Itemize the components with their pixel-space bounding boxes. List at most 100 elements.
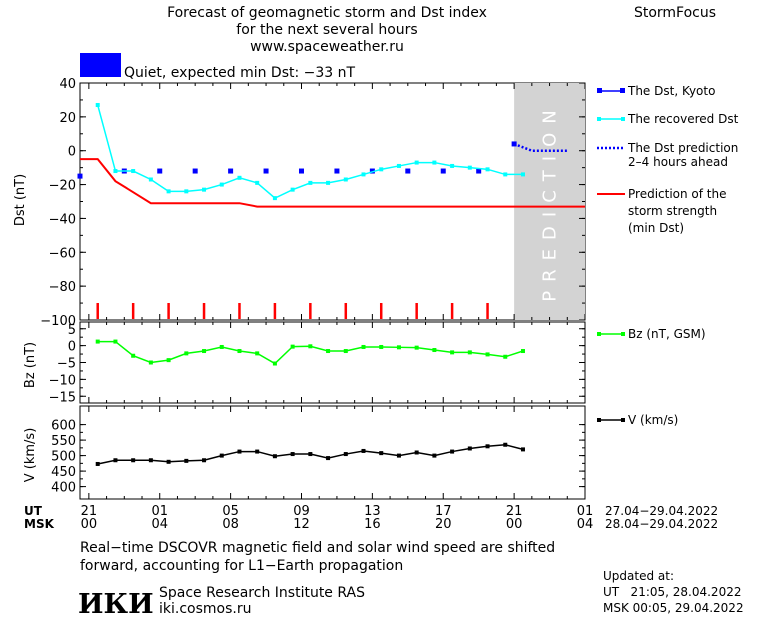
msk-tick-label: 04 bbox=[151, 517, 168, 532]
v-point bbox=[450, 449, 455, 454]
recovered-point bbox=[184, 189, 189, 194]
y-tick-label: 5 bbox=[68, 323, 76, 338]
recovered-point bbox=[485, 167, 490, 172]
y-tick-label: −60 bbox=[49, 246, 76, 261]
prediction-zone bbox=[514, 83, 585, 320]
bz-point bbox=[432, 348, 437, 353]
bz-point bbox=[520, 349, 525, 354]
recovered-point bbox=[166, 189, 171, 194]
v-point bbox=[255, 449, 260, 454]
recovered-point bbox=[450, 163, 455, 168]
msk-tick-label: 08 bbox=[222, 517, 239, 532]
bz-point bbox=[237, 349, 242, 354]
bz-point bbox=[290, 344, 295, 349]
institute-name: Space Research Institute RAS bbox=[159, 585, 365, 601]
brand-name: StormFocus bbox=[634, 5, 716, 21]
bz-point bbox=[379, 344, 384, 349]
updated-msk: MSK 00:05, 29.04.2022 bbox=[603, 601, 744, 615]
v-point bbox=[308, 452, 313, 457]
quiet-status-box bbox=[80, 53, 121, 77]
msk-date-range: 28.04−29.04.2022 bbox=[605, 517, 718, 531]
ut-label: UT bbox=[24, 504, 43, 518]
y-tick-label: 20 bbox=[59, 111, 76, 126]
bz-point bbox=[113, 339, 118, 344]
legend-prediction-1: The Dst prediction bbox=[627, 141, 738, 155]
v-point bbox=[520, 447, 525, 452]
title-line-3: www.spaceweather.ru bbox=[250, 39, 404, 55]
v-point bbox=[326, 456, 331, 461]
legend-dst-kyoto: The Dst, Kyoto bbox=[627, 84, 715, 98]
y-tick-label: −40 bbox=[49, 212, 76, 227]
ut-tick-label: 05 bbox=[222, 504, 239, 519]
dst-axis-title: Dst (nT) bbox=[13, 174, 28, 226]
dst_kyoto-point bbox=[263, 168, 269, 174]
legend-storm-1: Prediction of the bbox=[628, 187, 727, 201]
recovered-point bbox=[255, 180, 260, 185]
y-tick-label: 400 bbox=[51, 481, 76, 496]
v-point bbox=[503, 442, 508, 447]
prediction-line bbox=[513, 142, 568, 152]
bz-point bbox=[343, 349, 348, 354]
bz-point bbox=[414, 345, 419, 350]
prediction-label: PREDICTION bbox=[540, 101, 561, 301]
dst_kyoto-point bbox=[369, 168, 375, 174]
bz-point bbox=[166, 358, 171, 363]
v-axis-title: V (km/s) bbox=[23, 428, 38, 483]
dst_kyoto-point bbox=[157, 168, 163, 174]
dst_kyoto-point bbox=[334, 168, 340, 174]
dst_kyoto-point bbox=[405, 168, 411, 174]
institute-site: iki.cosmos.ru bbox=[159, 601, 251, 617]
ut-tick-label: 13 bbox=[364, 504, 381, 519]
ut-tick-label: 01 bbox=[577, 504, 594, 519]
y-tick-label: 500 bbox=[51, 450, 76, 465]
recovered-point bbox=[432, 160, 437, 165]
v-point bbox=[290, 452, 295, 457]
legend-bz: Bz (nT, GSM) bbox=[628, 327, 706, 341]
v-point bbox=[343, 452, 348, 457]
v-plot bbox=[95, 442, 525, 466]
updated-label: Updated at: bbox=[603, 569, 674, 583]
updated-ut: UT 21:05, 28.04.2022 bbox=[603, 585, 741, 599]
msk-tick-label: 16 bbox=[364, 517, 381, 532]
dst_kyoto-point bbox=[192, 168, 198, 174]
y-tick-label: −10 bbox=[49, 373, 76, 388]
dst-plot bbox=[77, 103, 585, 319]
dst_kyoto-point bbox=[476, 168, 482, 174]
bz-point bbox=[450, 350, 455, 355]
y-tick-label: 0 bbox=[68, 340, 76, 355]
msk-tick-label: 12 bbox=[293, 517, 310, 532]
y-tick-label: 0 bbox=[68, 145, 76, 160]
msk-tick-label: 20 bbox=[435, 517, 452, 532]
recovered-point bbox=[237, 175, 242, 180]
y-tick-label: −20 bbox=[49, 179, 76, 194]
recovered-point bbox=[503, 172, 508, 177]
v-point bbox=[202, 458, 207, 463]
dst_kyoto-point bbox=[228, 168, 234, 174]
recovered-point bbox=[272, 196, 277, 201]
recovered-point bbox=[148, 177, 153, 182]
legend: The Dst, Kyoto The recovered Dst The Dst… bbox=[597, 84, 739, 427]
msk-tick-label: 00 bbox=[81, 517, 98, 532]
bz-point bbox=[202, 349, 207, 354]
recovered-point bbox=[414, 160, 419, 165]
bz-point bbox=[361, 344, 366, 349]
v-point bbox=[432, 453, 437, 458]
v-point bbox=[272, 454, 277, 459]
recovered-point bbox=[379, 167, 384, 172]
v-point bbox=[184, 458, 189, 463]
y-tick-label: 40 bbox=[59, 77, 76, 92]
bz-point bbox=[467, 350, 472, 355]
y-tick-label: −100 bbox=[40, 314, 76, 329]
bz-point bbox=[95, 339, 100, 344]
iki-logo: ИКИ bbox=[78, 589, 154, 620]
v-point bbox=[166, 459, 171, 464]
y-tick-label: 600 bbox=[51, 419, 76, 434]
bz-point bbox=[396, 345, 401, 350]
recovered-point bbox=[361, 172, 366, 177]
ut-date-range: 27.04−29.04.2022 bbox=[605, 504, 718, 518]
msk-label: MSK bbox=[24, 517, 55, 531]
v-point bbox=[131, 458, 136, 463]
title-line-2: for the next several hours bbox=[236, 22, 417, 38]
